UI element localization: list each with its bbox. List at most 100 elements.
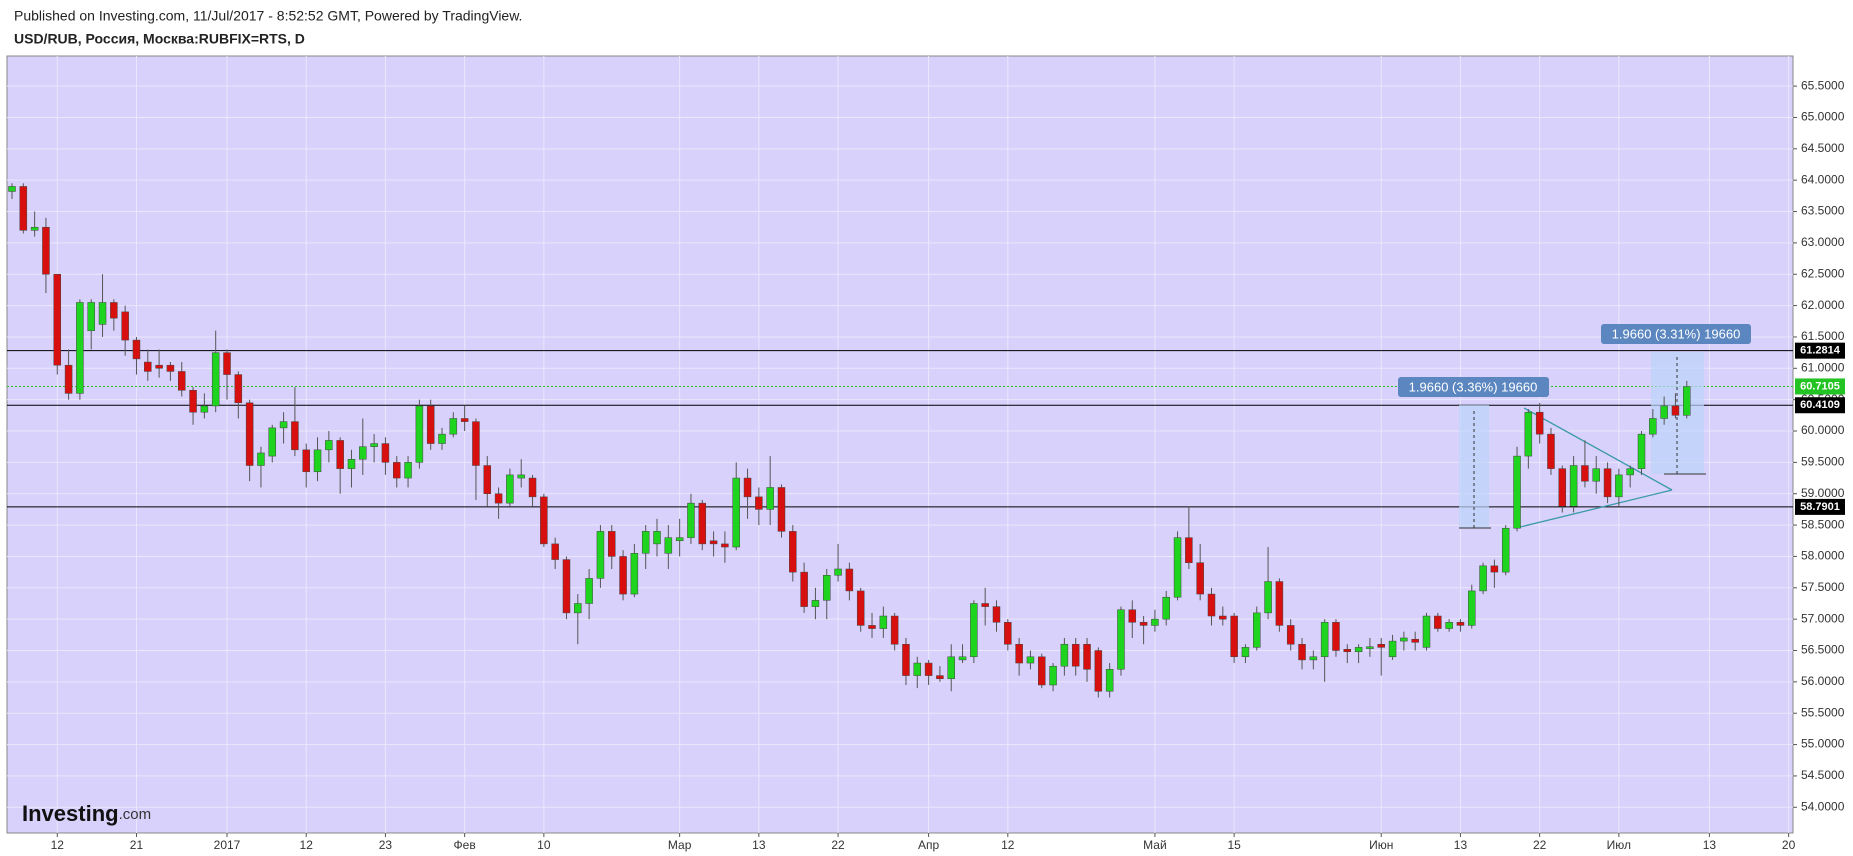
- y-tick-label: 57.0000: [1801, 611, 1845, 625]
- y-tick-label: 63.0000: [1801, 235, 1845, 249]
- candle-body: [992, 606, 1001, 623]
- x-tick-label: 22: [831, 838, 845, 852]
- y-tick-label: 63.5000: [1801, 204, 1845, 218]
- candle-body: [1015, 643, 1023, 664]
- candle-body: [279, 421, 288, 429]
- candle-body: [698, 502, 707, 545]
- candle-body: [1038, 656, 1046, 686]
- candle-body: [1162, 596, 1170, 620]
- candle-body: [76, 302, 84, 394]
- candle-body: [1422, 615, 1431, 648]
- x-tick-label: Мар: [668, 838, 692, 852]
- candle-body: [1264, 581, 1272, 614]
- candle-body: [1071, 643, 1080, 667]
- candle-body: [1275, 581, 1284, 626]
- candle-body: [1490, 565, 1499, 573]
- candle-body: [1207, 593, 1216, 617]
- candle-body: [30, 226, 39, 231]
- y-tick-label: 65.5000: [1801, 78, 1845, 92]
- y-tick-label: 62.5000: [1801, 266, 1845, 280]
- candle-body: [234, 374, 243, 404]
- candle-body: [381, 443, 390, 463]
- y-tick-label: 58.5000: [1801, 517, 1845, 531]
- candle-body: [223, 352, 231, 375]
- level-label-box: [1795, 378, 1845, 395]
- level-label: 61.2814: [1800, 345, 1841, 357]
- candle-body: [415, 405, 424, 463]
- candle-body: [1456, 622, 1465, 626]
- candle-body: [460, 418, 469, 422]
- level-label-box: [1795, 397, 1845, 414]
- candle-body: [1434, 615, 1442, 629]
- x-tick-label: Фев: [454, 838, 476, 852]
- candle-body: [1445, 622, 1453, 629]
- x-tick-label: Апр: [918, 838, 940, 852]
- candle-body: [483, 465, 492, 494]
- candle-body: [517, 474, 525, 479]
- y-tick-label: 54.5000: [1801, 768, 1845, 782]
- candle-body: [132, 339, 141, 360]
- candle-body: [1535, 411, 1544, 435]
- y-tick-label: 60.0000: [1801, 423, 1845, 437]
- candle-body: [596, 531, 605, 579]
- candle-body: [1626, 468, 1634, 476]
- candle-body: [585, 578, 593, 604]
- level-label: 60.4109: [1800, 399, 1840, 411]
- candle-body: [1026, 656, 1035, 664]
- candle-body: [1411, 638, 1419, 643]
- logo-main: Investing: [22, 801, 119, 826]
- x-tick-label: 10: [537, 838, 551, 852]
- candle-body: [1219, 615, 1227, 620]
- candle-body: [856, 590, 865, 626]
- candle-body: [574, 603, 582, 614]
- candle-body: [336, 440, 344, 469]
- candle-body: [936, 675, 944, 679]
- candle-body: [404, 462, 412, 479]
- candle-body: [924, 662, 933, 676]
- candle-body: [970, 603, 978, 658]
- x-tick-label: 2017: [214, 838, 241, 852]
- candle-body: [291, 421, 299, 451]
- candle-body: [630, 553, 639, 595]
- grid: [7, 56, 1793, 833]
- axes: 54.0000 54.5000 55.0000 55.5000 56.0000 56.50…: [51, 78, 1845, 852]
- candle-body: [777, 487, 786, 532]
- published-note: Published on Investing.com, 11/Jul/2017 …: [14, 8, 522, 24]
- candle-body: [1094, 650, 1103, 692]
- candle-body: [981, 603, 989, 607]
- candle-body: [1083, 643, 1091, 670]
- x-tick-label: Июн: [1369, 838, 1393, 852]
- candle-body: [144, 361, 152, 372]
- x-tick-label: 22: [1533, 838, 1547, 852]
- candle-body: [1117, 609, 1125, 670]
- candle-body: [1501, 527, 1510, 573]
- candle-body: [619, 556, 627, 595]
- candle-body: [313, 449, 322, 473]
- candle-body: [540, 496, 548, 545]
- candle-body: [1354, 647, 1363, 653]
- level-label-box: [1795, 498, 1845, 515]
- candle-body: [1230, 615, 1238, 658]
- candle-body: [879, 615, 888, 629]
- candle-body: [755, 496, 763, 510]
- candle-body: [1060, 643, 1069, 667]
- candle-body: [302, 449, 310, 473]
- candle-body: [64, 364, 73, 394]
- y-tick-label: 59.5000: [1801, 455, 1845, 469]
- candle-body: [166, 364, 175, 372]
- candle-body: [913, 662, 922, 676]
- candle-body: [1343, 649, 1352, 653]
- y-tick-label: 55.5000: [1801, 705, 1845, 719]
- candle-body: [653, 531, 661, 545]
- triangle-line: [1523, 407, 1673, 491]
- symbol-title: USD/RUB, Россия, Москва:RUBFIX=RTS, D: [14, 31, 305, 47]
- candle-body: [732, 477, 740, 548]
- candle-body: [426, 405, 435, 444]
- candle-body: [1649, 418, 1657, 435]
- candle-body: [370, 443, 378, 447]
- candle-body: [347, 458, 356, 469]
- candle-body: [1173, 537, 1182, 598]
- logo-suffix: .com: [119, 806, 152, 823]
- candle-body: [947, 656, 955, 679]
- y-tick-label: 55.0000: [1801, 737, 1845, 751]
